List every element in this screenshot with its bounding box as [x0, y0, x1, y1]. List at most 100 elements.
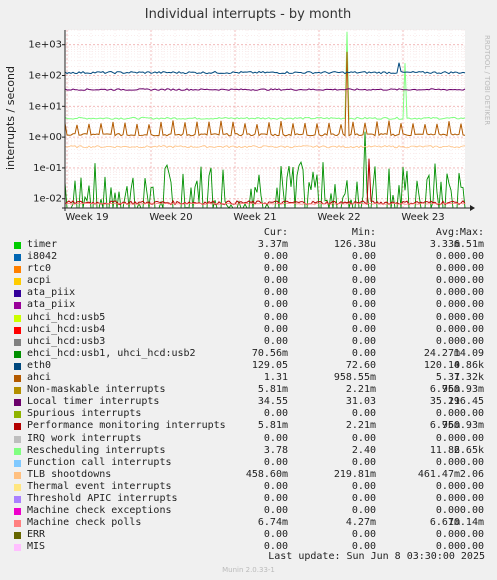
max-value: 0.00 [459, 311, 484, 323]
munin-version: Munin 2.0.33-1 [222, 566, 275, 574]
avg-value: 0.00 [435, 432, 460, 444]
series-line-local-timer [64, 88, 466, 91]
max-value: 14.09 [453, 347, 484, 359]
legend-row: Threshold APIC interrupts 0.00 0.00 0.00 0.0… [12, 493, 492, 505]
legend-row: Spurious interrupts 0.00 0.00 0.00 0.00 [12, 408, 492, 420]
cur-value: 0.00 [263, 263, 288, 275]
avg-value: 3.33m [429, 239, 460, 250]
legend-row: uhci_hcd:usb4 0.00 0.00 0.00 0.00 [12, 324, 492, 336]
legend-swatch [14, 278, 21, 286]
legend-swatch [14, 242, 21, 249]
avg-value: 0.00 [435, 263, 460, 275]
cur-value: 0.00 [263, 432, 288, 444]
legend-row: Local timer interrupts 34.55 31.03 35.21 196… [12, 396, 492, 408]
legend-swatch [14, 266, 21, 274]
series-name: Performance monitoring interrupts [27, 420, 226, 432]
legend-row: Function call interrupts 0.00 0.00 0.00 0.00 [12, 457, 492, 469]
max-value: 10.14m [447, 517, 484, 529]
min-value: 219.81m [333, 468, 376, 480]
legend-swatch [14, 435, 21, 443]
legend-table: Cur: Min: Avg: Max: timer 3.37m 126.38u 3.3… [12, 227, 492, 553]
series-name: TLB shootdowns [27, 468, 112, 480]
min-value: 2.21m [345, 420, 376, 432]
avg-value: 0.00 [435, 492, 460, 504]
cur-value: 0.00 [263, 492, 288, 504]
cur-value: 6.74m [257, 517, 288, 529]
min-value: 126.38u [333, 239, 376, 250]
legend-row: Thermal event interrupts 0.00 0.00 0.00 0.00 [12, 481, 492, 493]
legend-row: ata_piix 0.00 0.00 0.00 0.00 [12, 287, 492, 299]
series-lines [64, 31, 466, 209]
legend-row: rtc0 0.00 0.00 0.00 0.00 [12, 263, 492, 275]
legend-row: eth0 129.05 72.60 120.10 4.86k [12, 360, 492, 372]
y-axis-label: interrupts / second [4, 66, 17, 170]
legend-row: uhci_hcd:usb5 0.00 0.00 0.00 0.00 [12, 312, 492, 324]
min-value: 0.00 [351, 263, 376, 275]
avg-value: 461.47m [417, 468, 460, 480]
series-name: ata_piix [27, 287, 76, 299]
legend-rows: timer 3.37m 126.38u 3.33m 6.51m i8042 0.00 0.00… [12, 239, 492, 553]
avg-value: 0.00 [435, 505, 460, 517]
legend-swatch [14, 508, 21, 516]
legend-row: IRQ work interrupts 0.00 0.00 0.00 0.00 [12, 433, 492, 445]
col-avg: Avg: [435, 227, 460, 238]
legend-swatch [14, 483, 21, 491]
avg-value: 0.00 [435, 323, 460, 335]
cur-value: 0.00 [263, 480, 288, 492]
legend-swatch [14, 375, 21, 383]
cur-value: 3.78 [263, 444, 288, 456]
series-name: rtc0 [27, 263, 52, 275]
cur-value: 458.60m [245, 468, 288, 480]
legend-swatch [14, 495, 21, 503]
min-value: 0.00 [351, 541, 376, 553]
y-ticks: 1e+03 1e+02 1e+01 1e+00 1e-01 1e-02 [28, 40, 65, 205]
legend-row: ehci_hcd:usb1, uhci_hcd:usb2 70.56m 0.00 24… [12, 348, 492, 360]
cur-value: 0.00 [263, 251, 288, 263]
legend-swatch [14, 459, 21, 467]
series-name: acpi [27, 275, 52, 287]
max-value: 0.00 [459, 408, 484, 420]
cur-value: 5.81m [257, 384, 288, 396]
legend-row: Performance monitoring interrupts 5.81m 2.… [12, 420, 492, 432]
max-value: 0.00 [459, 480, 484, 492]
legend-swatch [14, 532, 21, 540]
y-tick-label: 1e+01 [28, 101, 62, 112]
legend-swatch [14, 350, 21, 358]
avg-value: 35.21 [429, 396, 460, 408]
cur-value: 129.05 [251, 359, 288, 371]
avg-value: 0.00 [435, 311, 460, 323]
series-name: ahci [27, 372, 52, 384]
y-tick-label: 1e-02 [33, 194, 62, 205]
legend-row: Machine check polls 6.74m 4.27m 6.67m 10.14m [12, 517, 492, 529]
legend-swatch [14, 362, 21, 370]
legend-row: acpi 0.00 0.00 0.00 0.00 [12, 275, 492, 287]
legend-row: ERR 0.00 0.00 0.00 0.00 [12, 529, 492, 541]
series-name: Local timer interrupts [27, 396, 160, 408]
legend-swatch [14, 447, 21, 455]
legend-row: ata_piix 0.00 0.00 0.00 0.00 [12, 299, 492, 311]
legend-row: MIS 0.00 0.00 0.00 0.00 [12, 541, 492, 553]
x-tick-label: Week 19 [65, 212, 108, 223]
cur-value: 5.81m [257, 420, 288, 432]
min-value: 31.03 [345, 396, 376, 408]
cur-value: 3.37m [257, 239, 288, 250]
min-value: 0.00 [351, 529, 376, 541]
avg-value: 0.00 [435, 408, 460, 420]
cur-value: 0.00 [263, 287, 288, 299]
col-min: Min: [351, 227, 376, 238]
max-value: 0.00 [459, 456, 484, 468]
min-value: 0.00 [351, 323, 376, 335]
legend-swatch [14, 302, 21, 310]
max-value: 0.00 [459, 287, 484, 299]
avg-value: 0.00 [435, 335, 460, 347]
y-tick-label: 1e+02 [28, 71, 62, 82]
min-value: 0.00 [351, 480, 376, 492]
min-value: 72.60 [345, 359, 376, 371]
max-value: 2.65k [453, 444, 484, 456]
series-name: ata_piix [27, 299, 76, 311]
series-name: uhci_hcd:usb3 [27, 335, 106, 347]
legend-header: Cur: Min: Avg: Max: [12, 227, 492, 239]
legend-row: timer 3.37m 126.38u 3.33m 6.51m [12, 239, 492, 251]
series-name: i8042 [27, 251, 58, 263]
cur-value: 0.00 [263, 311, 288, 323]
